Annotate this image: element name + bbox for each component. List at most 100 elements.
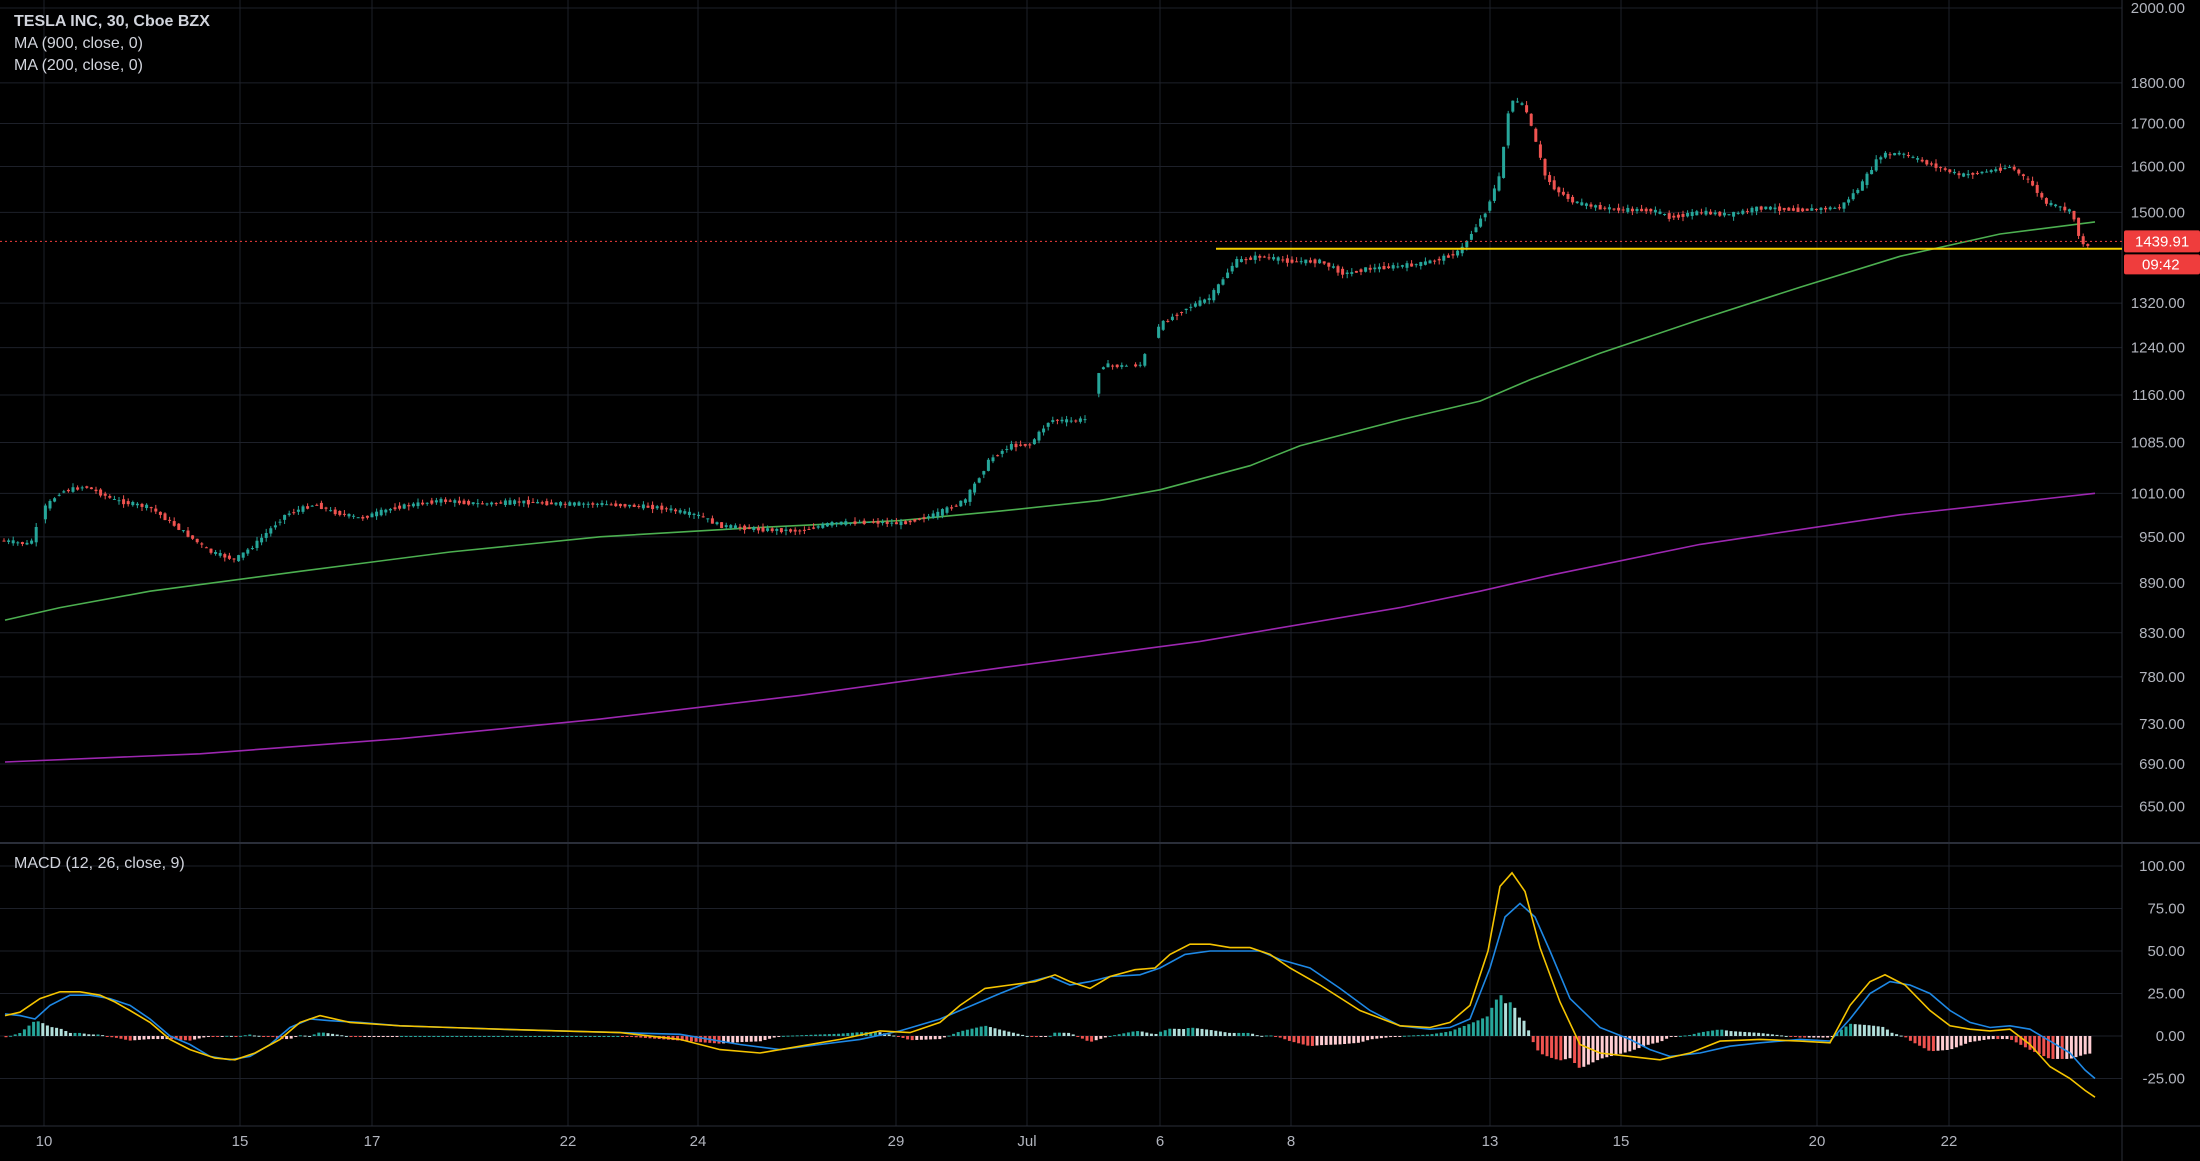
candle-body xyxy=(1805,208,1809,211)
macd-histogram-bar xyxy=(1071,1034,1075,1036)
candle-body xyxy=(830,522,834,526)
candle-body xyxy=(660,505,664,510)
last-price-value: 1439.91 xyxy=(2135,233,2189,250)
macd-histogram-bar xyxy=(1872,1025,1876,1036)
macd-histogram-bar xyxy=(524,1036,528,1037)
candle-body xyxy=(1842,202,1846,209)
candle-body xyxy=(664,508,668,510)
macd-histogram-bar xyxy=(745,1036,749,1042)
macd-histogram-bar xyxy=(1757,1032,1761,1036)
macd-histogram-bar xyxy=(634,1036,638,1038)
candle-body xyxy=(287,513,291,515)
candle-body xyxy=(269,528,273,534)
time-tick-label: 22 xyxy=(560,1133,577,1150)
price-tick-label: 1085.00 xyxy=(2131,434,2185,451)
time-tick-label: 13 xyxy=(1482,1133,1499,1150)
candle-body xyxy=(1193,303,1197,307)
candle-body xyxy=(977,478,981,483)
macd-histogram-bar xyxy=(515,1036,519,1037)
macd-histogram-bar xyxy=(975,1027,979,1036)
candle-body xyxy=(1782,207,1786,210)
macd-histogram-bar xyxy=(1715,1029,1719,1036)
candle-body xyxy=(710,518,714,524)
candle-body xyxy=(430,500,434,504)
macd-histogram-bar xyxy=(1844,1026,1848,1036)
macd-histogram-bar xyxy=(607,1036,611,1037)
candle-body xyxy=(223,554,227,558)
macd-histogram-bar xyxy=(965,1029,969,1036)
candle-body xyxy=(779,528,783,533)
macd-histogram-bar xyxy=(538,1036,542,1037)
candle-body xyxy=(986,459,990,471)
macd-tick-label: 75.00 xyxy=(2147,901,2185,918)
candle-body xyxy=(1046,422,1050,427)
candle-body xyxy=(1350,272,1354,274)
candle-body xyxy=(232,558,236,560)
macd-histogram-bar xyxy=(2088,1036,2092,1054)
macd-histogram-bar xyxy=(432,1036,436,1037)
macd-label: MACD (12, 26, close, 9) xyxy=(14,855,185,872)
candle-body xyxy=(531,501,535,503)
candle-body xyxy=(273,525,277,528)
macd-histogram-bar xyxy=(1333,1036,1337,1045)
macd-histogram-bar xyxy=(1789,1036,1793,1037)
macd-histogram-bar xyxy=(1343,1036,1347,1045)
candle-body xyxy=(1865,173,1869,185)
macd-histogram-bar xyxy=(1577,1036,1581,1068)
macd-histogram-bar xyxy=(229,1035,233,1037)
candle-body xyxy=(1759,206,1763,210)
candle-body xyxy=(1083,419,1087,421)
macd-histogram-bar xyxy=(308,1035,312,1037)
candle-body xyxy=(1548,175,1552,183)
candle-body xyxy=(2067,209,2071,212)
macd-histogram-bar xyxy=(1697,1032,1701,1036)
candle-body xyxy=(1069,420,1073,422)
candle-body xyxy=(600,503,604,506)
candle-body xyxy=(398,505,402,509)
price-axis[interactable]: 2000.00 1800.00 1700.00 1600.00 1500.00 1320.… xyxy=(2131,0,2185,1088)
macd-histogram-bar xyxy=(1816,1036,1820,1038)
macd-histogram-bar xyxy=(78,1032,82,1036)
macd-histogram-bar xyxy=(413,1036,417,1037)
candle-body xyxy=(936,511,940,517)
candle-body xyxy=(1603,207,1607,209)
candle-body xyxy=(181,530,185,532)
candle-body xyxy=(1801,208,1805,212)
macd-histogram-bar xyxy=(1642,1036,1646,1047)
candle-body xyxy=(177,523,181,530)
candle-body xyxy=(1589,204,1593,207)
macd-histogram-bar xyxy=(142,1036,146,1040)
time-axis[interactable]: 10 15 17 22 24 29 Jul 6 8 13 15 20 22 xyxy=(36,1133,1958,1150)
macd-histogram-bar xyxy=(1246,1032,1250,1036)
macd-histogram-bar xyxy=(55,1027,59,1036)
macd-histogram-bar xyxy=(68,1032,72,1036)
macd-histogram-bar xyxy=(1517,1017,1521,1036)
candle-body xyxy=(1764,206,1768,210)
macd-histogram-bar xyxy=(814,1034,818,1036)
candle-body xyxy=(706,518,710,520)
macd-histogram-bar xyxy=(262,1036,266,1037)
candle-body xyxy=(1824,207,1828,210)
macd-histogram-bar xyxy=(1531,1036,1535,1043)
candle-body xyxy=(1304,259,1308,264)
candle-body xyxy=(1663,213,1667,215)
macd-histogram-bar xyxy=(611,1036,615,1037)
macd-histogram-bar xyxy=(574,1036,578,1037)
candle-body xyxy=(940,509,944,516)
macd-histogram-bar xyxy=(156,1036,160,1040)
macd-histogram-bar xyxy=(1481,1018,1485,1036)
candle-body xyxy=(1065,419,1069,423)
macd-histogram-bar xyxy=(1623,1036,1627,1053)
candle-body xyxy=(255,540,259,548)
macd-histogram-bar xyxy=(1085,1036,1089,1041)
macd-histogram-bar xyxy=(726,1036,730,1044)
candle-body xyxy=(1120,365,1124,367)
macd-histogram-bar xyxy=(1076,1036,1080,1037)
macd-histogram-bar xyxy=(427,1036,431,1037)
macd-histogram-bar xyxy=(404,1036,408,1037)
candle-body xyxy=(1860,181,1864,191)
macd-histogram-bar xyxy=(1729,1031,1733,1036)
macd-histogram-bar xyxy=(216,1036,220,1037)
macd-histogram-bar xyxy=(1310,1036,1314,1046)
